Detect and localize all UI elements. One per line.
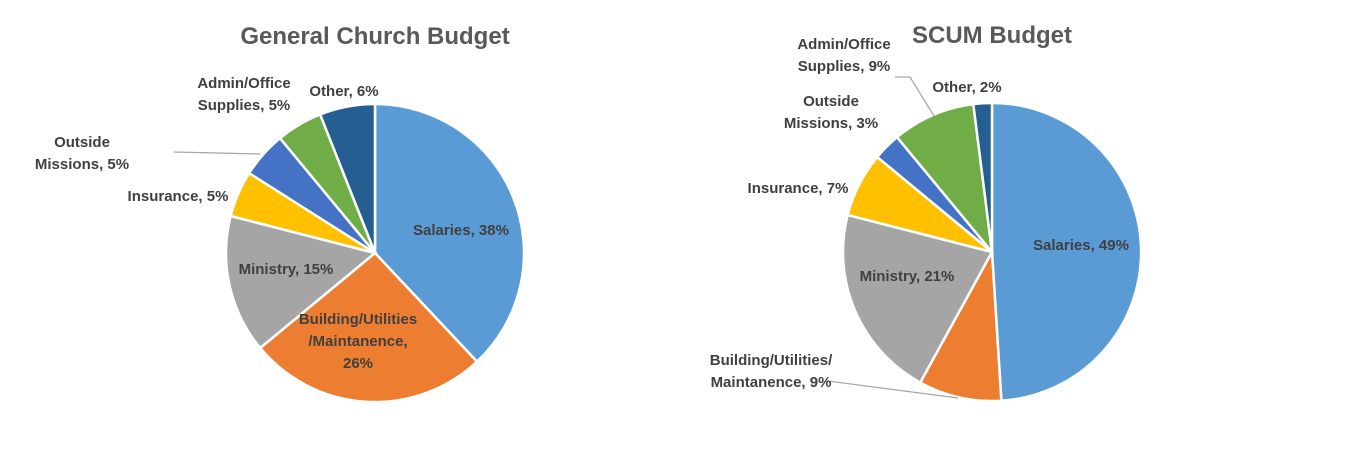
pie-slice-ministry <box>224 214 378 350</box>
data-label: Building/Utilities/Maintanence, 26% <box>299 311 417 372</box>
data-label-line: Admin/Office <box>797 36 890 53</box>
pie-slice-salaries <box>990 101 1143 403</box>
data-label: Other, 6% <box>309 83 378 100</box>
data-label-line: Salaries, 49% <box>1033 237 1129 254</box>
data-label-line: Insurance, 7% <box>748 180 849 197</box>
leader-line <box>827 380 959 399</box>
data-label-line: Insurance, 5% <box>128 188 229 205</box>
chart-title-scum: SCUM Budget <box>912 22 1072 49</box>
data-label-line: Building/Utilities <box>299 311 417 328</box>
data-label-line: Other, 2% <box>932 79 1001 96</box>
data-label-line: Supplies, 5% <box>198 97 291 114</box>
data-label-line: Missions, 5% <box>35 156 129 173</box>
data-label: Insurance, 7% <box>748 180 849 197</box>
data-label: Salaries, 38% <box>413 222 509 239</box>
data-label-line: Admin/Office <box>197 75 290 92</box>
data-label: Salaries, 49% <box>1033 237 1129 254</box>
pie-slice-ministry <box>841 213 994 385</box>
data-label-line: Outside <box>803 93 859 110</box>
data-label: Outside Missions, 3% <box>784 93 878 132</box>
pie-slice-salaries <box>373 102 526 364</box>
data-label: Outside Missions, 5% <box>35 134 129 173</box>
leader-line <box>173 151 261 155</box>
data-label-line: Outside <box>54 134 110 151</box>
data-label: Ministry, 21% <box>860 268 955 285</box>
data-label: Admin/Office Supplies, 9% <box>797 36 890 75</box>
data-label-line: Supplies, 9% <box>798 58 891 75</box>
data-label-line: Ministry, 21% <box>860 268 955 285</box>
pie-slice-building-utilities-maintanence <box>918 247 1003 403</box>
data-label: Ministry, 15% <box>239 261 334 278</box>
pie-slice-other <box>971 101 994 253</box>
pie-slice-building-utilities-maintanence <box>258 251 479 404</box>
data-label-line: 26% <box>343 355 373 372</box>
data-label-line: Building/Utilities/ <box>710 352 833 369</box>
data-label: Admin/Office Supplies, 5% <box>197 75 290 114</box>
chart-title-general: General Church Budget <box>240 23 509 50</box>
data-label-line: Other, 6% <box>309 83 378 100</box>
leader-line <box>895 76 935 117</box>
data-label-line: Missions, 3% <box>784 115 878 132</box>
data-label: Building/Utilities/Maintanence, 9% <box>710 352 833 391</box>
data-label-line: Ministry, 15% <box>239 261 334 278</box>
data-label: Other, 2% <box>932 79 1001 96</box>
pie-slice-admin-office-supplies <box>895 102 994 257</box>
data-label-line: Maintanence, 9% <box>711 374 832 391</box>
data-label-line: /Maintanence, <box>308 333 407 350</box>
data-label-line: Salaries, 38% <box>413 222 509 239</box>
data-label: Insurance, 5% <box>128 188 229 205</box>
pie-slice-other <box>318 102 377 254</box>
